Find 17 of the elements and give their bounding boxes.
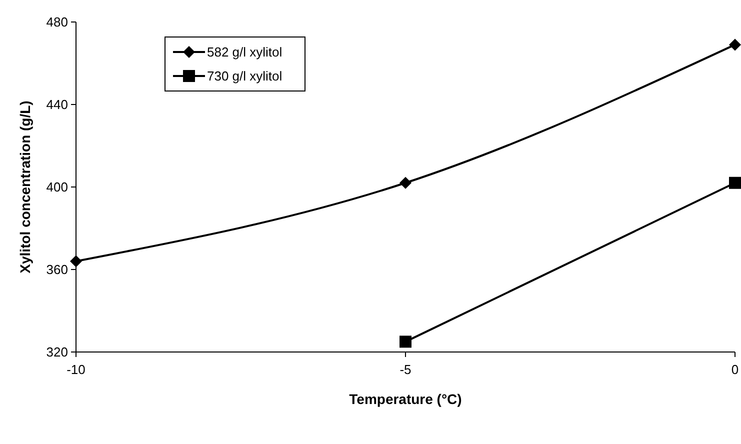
x-tick-label: -5 [400, 362, 412, 377]
y-tick-label: 320 [46, 344, 68, 360]
y-tick-label: 480 [46, 14, 68, 30]
y-tick-label: 440 [46, 97, 68, 112]
x-tick-label: -10 [66, 362, 86, 377]
legend-label: 582 g/l xylitol [207, 44, 282, 60]
y-tick-label: 360 [46, 262, 68, 278]
point [729, 38, 741, 51]
x-axis-title: Temperature (°C) [349, 391, 462, 407]
x-tick-label: 0 [731, 362, 739, 377]
y-tick-label: 400 [46, 180, 68, 195]
legend-label: 730 g/l xylitol [207, 68, 282, 84]
y-axis-title: Xylitol concentration (g/L) [17, 100, 33, 274]
point [400, 176, 412, 189]
point [70, 255, 82, 268]
point [729, 176, 741, 189]
point [400, 336, 412, 348]
